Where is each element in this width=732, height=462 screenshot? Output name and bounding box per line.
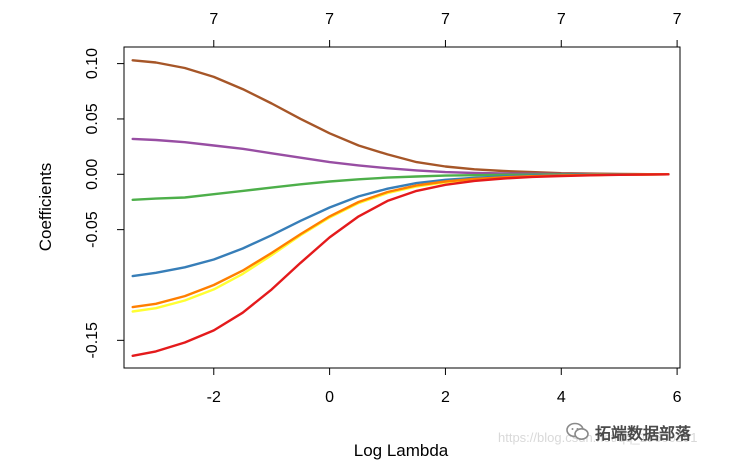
top-tick-label: 7 (557, 11, 566, 28)
watermark-brand: 拓端数据部落 (566, 420, 691, 444)
series-line-red (131, 173, 670, 357)
series-line-brown (131, 59, 670, 176)
x-tick-label: 4 (557, 389, 566, 406)
y-tick-label: -0.05 (84, 211, 101, 248)
watermark-brand-text: 拓端数据部落 (595, 424, 692, 443)
top-tick-label: 7 (673, 11, 682, 28)
x-tick-label: -2 (207, 389, 221, 406)
y-tick-label: 0.10 (84, 48, 101, 79)
series-line-purple (131, 137, 670, 176)
y-tick-label: 0.00 (84, 159, 101, 190)
y-tick-label: 0.05 (84, 103, 101, 134)
x-tick-label: 0 (325, 389, 334, 406)
axis-layer: -2 0 2 4 6 7 7 7 7 7 -0.15 -0.05 0.00 0.05 0.10 (84, 11, 682, 406)
top-tick-label: 7 (441, 11, 450, 28)
x-axis-label: Log Lambda (354, 441, 449, 460)
watermark-url: https://blog.csdn.net/qq_19600291 (498, 430, 698, 445)
x-tick-label: 6 (673, 389, 682, 406)
y-axis-label: Coefficients (36, 163, 55, 252)
series-layer (131, 59, 670, 357)
wechat-icon (566, 422, 590, 442)
y-tick-label: -0.15 (84, 322, 101, 359)
top-tick-label: 7 (209, 11, 218, 28)
top-tick-label: 7 (325, 11, 334, 28)
plot-frame (123, 46, 681, 369)
x-tick-label: 2 (441, 389, 450, 406)
